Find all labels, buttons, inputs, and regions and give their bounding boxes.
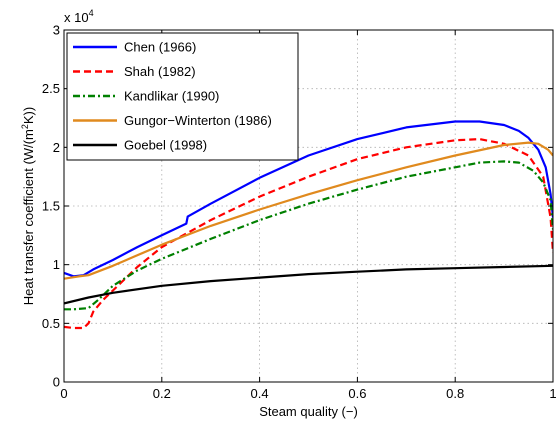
series-line xyxy=(64,264,553,305)
x-tick-label: 0.4 xyxy=(251,386,269,401)
x-tick-label: 0 xyxy=(60,386,67,401)
legend-label: Goebel (1998) xyxy=(124,138,207,153)
legend-label: Kandlikar (1990) xyxy=(124,89,219,104)
series-line xyxy=(64,141,553,280)
legend-label: Gungor−Winterton (1986) xyxy=(124,113,272,128)
y-tick-label: 1.5 xyxy=(42,199,60,214)
y-tick-label: 2 xyxy=(53,140,60,155)
x-tick-label: 0.2 xyxy=(153,386,171,401)
y-tick-label: 3 xyxy=(53,23,60,38)
series-line xyxy=(64,138,553,330)
series-line xyxy=(64,120,553,278)
x-tick-label: 1 xyxy=(549,386,556,401)
exponent-label: x 104 xyxy=(64,8,94,25)
exponent-power: 4 xyxy=(89,8,94,18)
x-tick-label: 0.6 xyxy=(348,386,366,401)
series-line xyxy=(64,160,553,311)
svg-text:Heat transfer coefficient (W/(: Heat transfer coefficient (W/(m2K)) xyxy=(20,107,36,305)
y-tick-label: 0 xyxy=(53,375,60,390)
legend-label: Shah (1982) xyxy=(124,64,196,79)
exponent-base: x 10 xyxy=(64,10,89,25)
y-tick-label: 2.5 xyxy=(42,81,60,96)
series-layer xyxy=(64,120,553,330)
legend-items: Chen (1966) Shah (1982) Kandlikar (1990) Gu… xyxy=(73,40,272,153)
x-axis-title: Steam quality (−) xyxy=(259,404,358,419)
tick-layer: 0 0.2 0.4 0.6 0.8 1 0 0.5 1 1.5 2 2.5 3 xyxy=(42,23,556,402)
legend-label: Chen (1966) xyxy=(124,40,196,55)
y-tick-label: 0.5 xyxy=(42,316,60,331)
legend: Chen (1966) Shah (1982) Kandlikar (1990) Gu… xyxy=(66,32,299,161)
x-tick-label: 0.8 xyxy=(446,386,464,401)
y-axis-title: Heat transfer coefficient (W/(m2K)) xyxy=(20,107,36,305)
y-tick-label: 1 xyxy=(53,257,60,272)
